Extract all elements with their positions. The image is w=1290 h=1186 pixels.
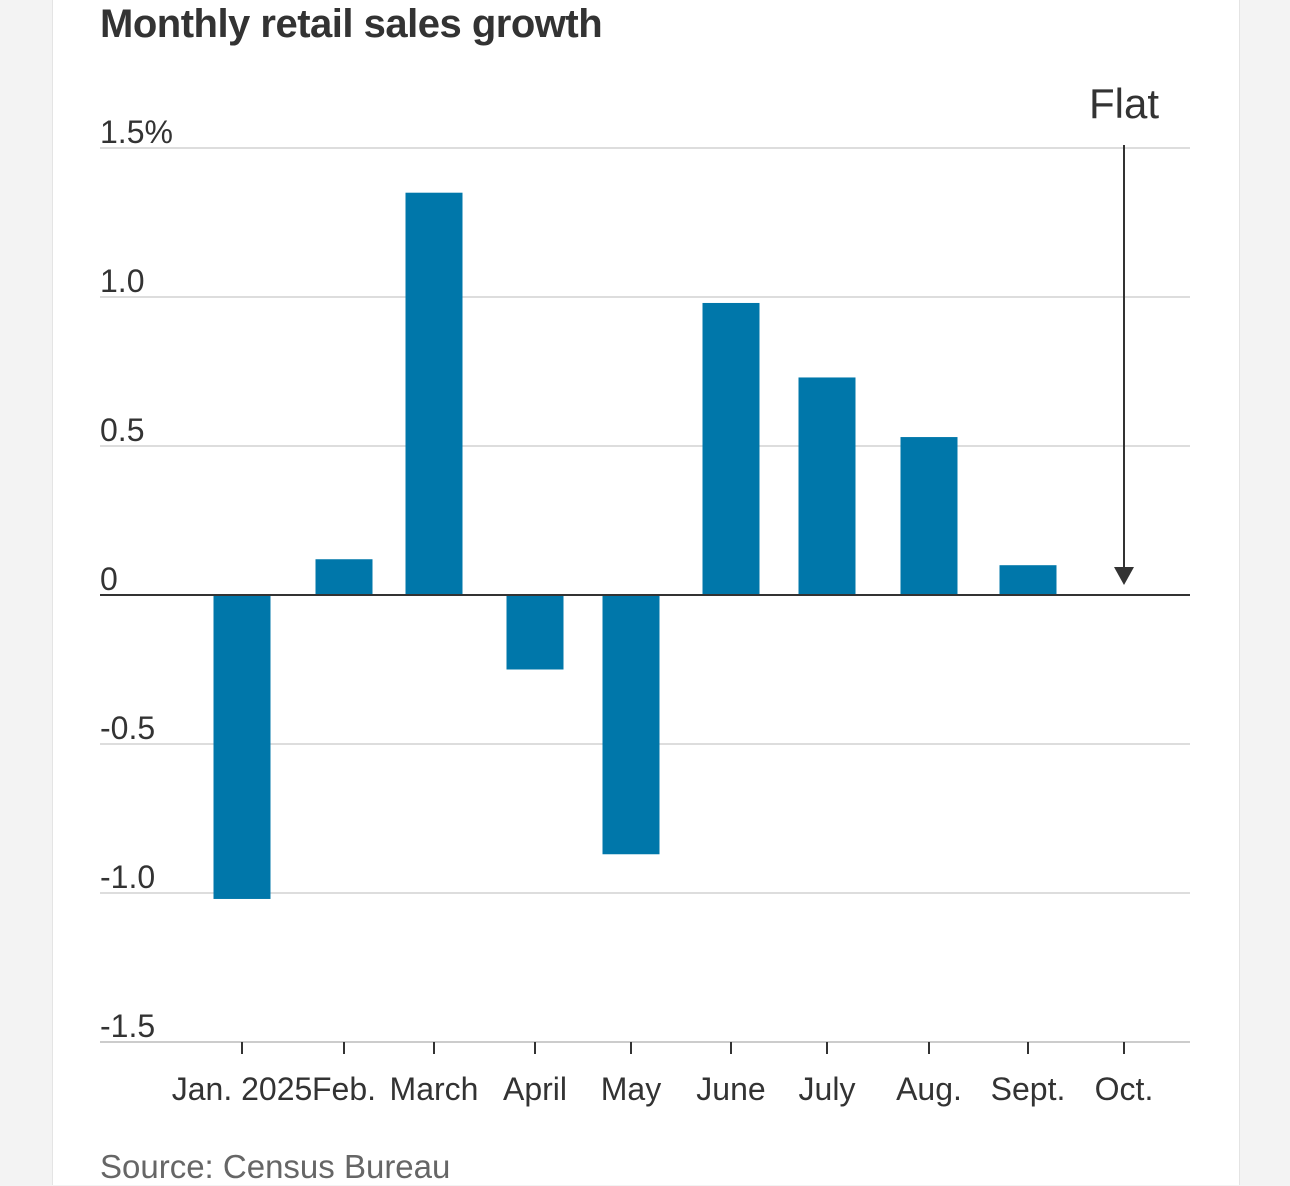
bar-0	[214, 595, 271, 899]
x-tick-label: Feb.	[312, 1071, 376, 1107]
x-tick-label: June	[696, 1071, 765, 1107]
y-tick-label: -1.0	[100, 859, 155, 895]
y-tick-label: 1.0	[100, 263, 144, 299]
bar-7	[901, 437, 958, 595]
x-tick-label: April	[503, 1071, 567, 1107]
x-tick-label: July	[799, 1071, 856, 1107]
x-tick-label: May	[601, 1071, 661, 1107]
bar-chart: 1.5% 1.0 0.5 0 -0.5 -1.0 -1.5 Jan. 2025 Feb. Mar…	[0, 0, 1290, 1185]
x-tick-label: Oct.	[1095, 1071, 1154, 1107]
bar-1	[316, 559, 373, 595]
y-tick-label: -1.5	[100, 1008, 155, 1044]
annotations: Flat	[1089, 80, 1159, 585]
x-tick-label: Aug.	[896, 1071, 962, 1107]
y-tick-label: -0.5	[100, 710, 155, 746]
x-tick-label: Sept.	[991, 1071, 1066, 1107]
annotation-label: Flat	[1089, 80, 1159, 127]
bar-5	[703, 303, 760, 595]
y-tick-label: 0.5	[100, 412, 144, 448]
source-note: Source: Census Bureau	[100, 1148, 450, 1186]
annotation-arrow-head	[1114, 567, 1134, 585]
bar-4	[603, 595, 660, 854]
x-axis-labels: Jan. 2025 Feb. March April May June July Aug. Se…	[172, 1071, 1154, 1107]
y-tick-label: 0	[100, 561, 118, 597]
bar-3	[507, 595, 564, 670]
bars	[214, 193, 1057, 899]
x-tick-label: Jan. 2025	[172, 1071, 313, 1107]
bar-2	[406, 193, 463, 595]
x-tick-label: March	[390, 1071, 479, 1107]
bar-8	[1000, 565, 1057, 595]
y-tick-label: 1.5%	[100, 114, 173, 150]
y-axis-labels: 1.5% 1.0 0.5 0 -0.5 -1.0 -1.5	[100, 114, 173, 1044]
bar-6	[799, 377, 856, 595]
